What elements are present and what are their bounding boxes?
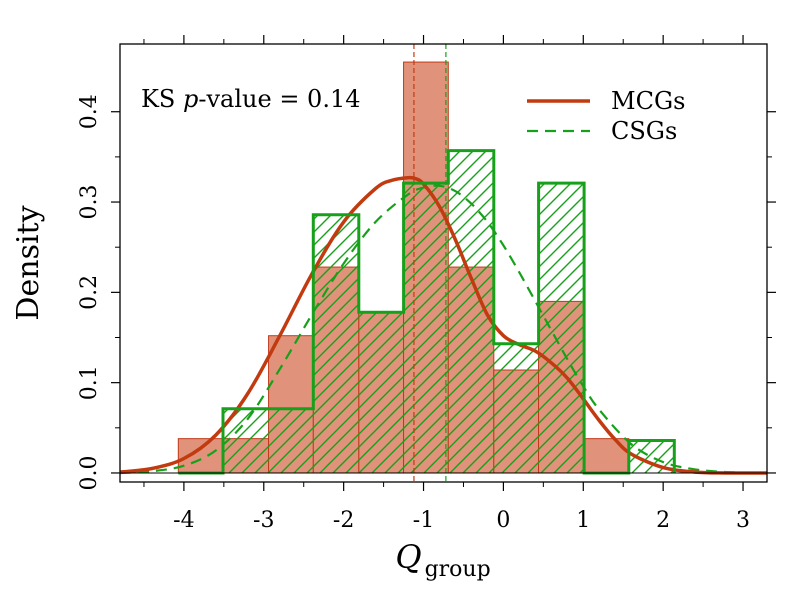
csg-bar (538, 183, 585, 473)
y-tick-label: 0.1 (77, 365, 102, 400)
x-tick-label: 3 (736, 508, 750, 533)
axis-ticks (111, 35, 776, 491)
plot-area (120, 44, 767, 482)
legend-label-csgs: CSGs (611, 117, 677, 145)
csg-kde-line (120, 184, 767, 475)
y-axis-title: Density (11, 205, 46, 320)
x-tick-label: -2 (333, 508, 354, 533)
ks-annotation: KS p-value = 0.14 (141, 85, 361, 113)
y-tick-label: 0.3 (77, 185, 102, 220)
csg-bar (313, 214, 359, 473)
mcg-kde-line (120, 175, 767, 475)
median-lines (413, 44, 447, 482)
csg-bar (268, 408, 314, 473)
csg-bar (493, 343, 539, 473)
x-axis-title-main: Q (395, 538, 421, 576)
mcg-bar (177, 438, 224, 474)
x-tick-label: -4 (173, 508, 194, 533)
y-tick-label: 0.4 (77, 94, 102, 129)
x-tick-label: -1 (413, 508, 434, 533)
legend-label-mcgs: MCGs (611, 87, 685, 115)
axis-tick-labels: -4 -3 -2 -1 0 1 2 3 0.0 0.1 0.2 0.3 0.4 (77, 94, 750, 533)
mcg-bar (583, 438, 630, 474)
x-axis-title-subscript: group (425, 557, 491, 582)
kde-curves (120, 175, 767, 475)
x-tick-label: 2 (656, 508, 670, 533)
x-tick-label: 1 (576, 508, 590, 533)
x-tick-label: 0 (496, 508, 510, 533)
csg-histogram-outline (120, 149, 767, 475)
y-tick-label: 0.2 (77, 275, 102, 310)
x-tick-label: -3 (253, 508, 274, 533)
y-tick-label: 0.0 (77, 456, 102, 491)
plot-frame (119, 43, 768, 483)
legend: MCGs CSGs (527, 87, 685, 145)
csg-bar (403, 183, 449, 473)
csg-bar (358, 312, 404, 473)
